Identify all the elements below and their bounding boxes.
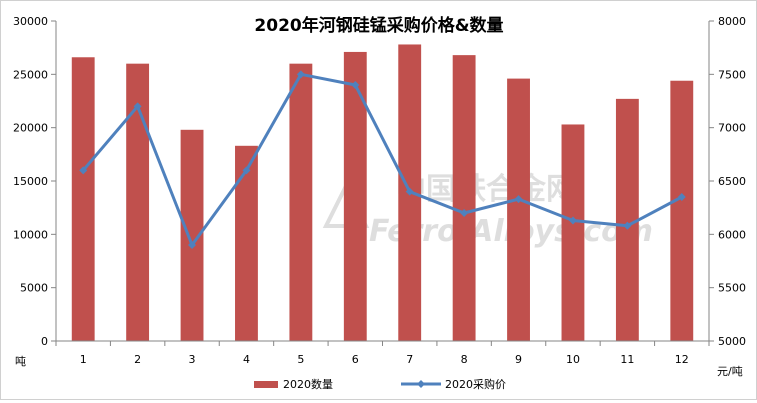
legend-line-marker [417, 380, 425, 388]
x-tick-label: 12 [675, 353, 689, 366]
bar [615, 98, 639, 341]
price-point [460, 209, 469, 217]
right-tick-label: 7000 [718, 122, 746, 135]
x-tick-label: 4 [243, 353, 250, 366]
axes: 0 5000 10000 15000 20000 25000 30000 5000 5500 60… [13, 15, 746, 366]
price-point [351, 81, 360, 89]
x-tick-label: 3 [189, 353, 196, 366]
bar [452, 55, 476, 342]
price-point [405, 187, 414, 196]
price-point [677, 193, 686, 201]
line-series [79, 70, 686, 249]
bar [126, 63, 150, 342]
x-tick-label: 8 [461, 353, 468, 366]
legend: 2020数量 2020采购价 [254, 377, 506, 391]
x-tick-label: 2 [134, 353, 141, 366]
x-tick-label: 10 [566, 353, 580, 366]
bar-series [71, 44, 694, 342]
price-point [514, 195, 523, 204]
x-tick-label: 1 [80, 353, 87, 366]
left-tick-label: 25000 [13, 68, 48, 81]
bar [289, 63, 313, 342]
left-tick-label: 5000 [20, 282, 48, 295]
x-tick-label: 9 [515, 353, 522, 366]
legend-line-label: 2020采购价 [445, 377, 506, 391]
watermark: 中国铁合金网Ferro-Alloys.com [322, 172, 653, 249]
left-tick-label: 15000 [13, 175, 48, 188]
right-tick-label: 7500 [718, 68, 746, 81]
right-tick-label: 8000 [718, 15, 746, 28]
bar [180, 129, 204, 341]
left-tick-label: 10000 [13, 228, 48, 241]
bar [71, 57, 95, 342]
price-point [568, 216, 577, 225]
bar [561, 124, 585, 341]
x-tick-label: 6 [352, 353, 359, 366]
price-line [82, 72, 683, 247]
x-tick-label: 7 [406, 353, 413, 366]
price-point [79, 166, 88, 175]
right-tick-label: 5500 [718, 282, 746, 295]
legend-bar-label: 2020数量 [283, 378, 333, 391]
x-tick-label: 5 [297, 353, 304, 366]
bar [235, 145, 258, 341]
left-tick-label: 0 [41, 335, 48, 348]
legend-bar-swatch [254, 381, 278, 388]
watermark-cn: 中国铁合金网 [396, 172, 576, 207]
left-tick-label: 20000 [13, 122, 48, 135]
x-tick-label: 11 [620, 353, 634, 366]
price-point [188, 241, 197, 249]
bar [507, 78, 530, 341]
bar [670, 80, 694, 341]
bar [343, 51, 367, 341]
price-point [242, 166, 251, 175]
right-tick-label: 5000 [718, 335, 746, 348]
left-axis-unit: 吨 [15, 355, 26, 368]
price-point [133, 102, 142, 111]
right-tick-label: 6500 [718, 175, 746, 188]
price-point [623, 221, 632, 230]
chart-title: 2020年河钢硅锰采购价格&数量 [254, 15, 503, 36]
right-axis-unit: 元/吨 [717, 365, 743, 378]
price-point [296, 70, 305, 79]
left-tick-label: 30000 [13, 15, 48, 28]
right-tick-label: 6000 [718, 228, 746, 241]
